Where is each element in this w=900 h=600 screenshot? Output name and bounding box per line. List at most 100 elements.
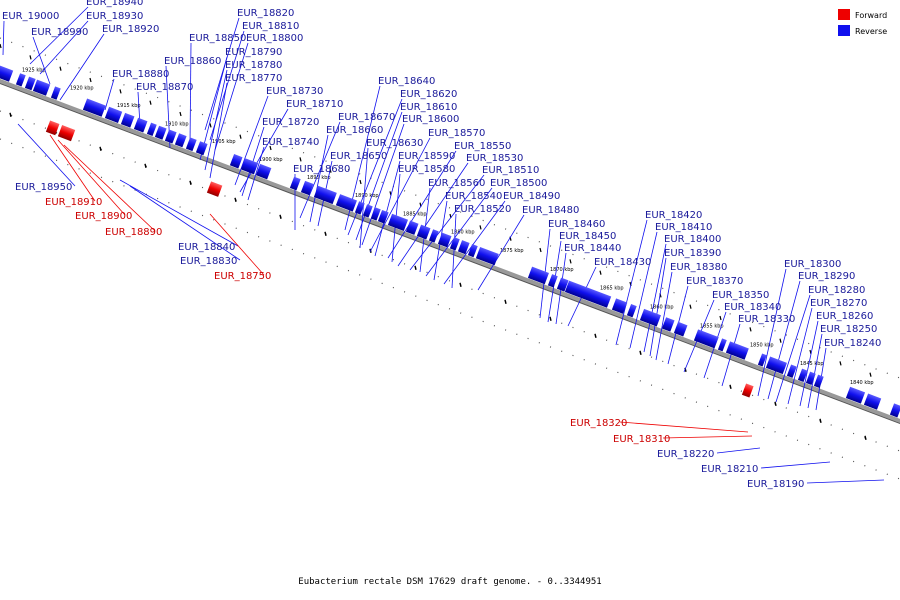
- legend-forward-label: Forward: [855, 11, 887, 20]
- tick-label: 1875 kbp: [500, 248, 524, 254]
- leader-line: [716, 447, 761, 454]
- gene-label: EUR_18940: [86, 0, 143, 8]
- reverse-gene: [154, 125, 167, 140]
- track-dash: [719, 315, 722, 321]
- reverse-gene: [50, 86, 61, 100]
- gene-label: EUR_18890: [105, 227, 162, 238]
- track-dash: [504, 299, 507, 304]
- gene-label: EUR_18600: [402, 114, 459, 125]
- tick-label: 1855 kbp: [700, 323, 724, 329]
- reverse-gene: [547, 274, 558, 288]
- leader-line: [209, 82, 228, 179]
- reverse-gene: [24, 76, 36, 91]
- gene-label: EUR_18420: [645, 210, 702, 221]
- track-dash: [89, 77, 92, 83]
- gene-label: EUR_18430: [594, 257, 651, 268]
- reverse-gene: [240, 158, 259, 175]
- tick-label: 1925 kbp: [22, 67, 46, 73]
- gene-label: EUR_18560: [428, 178, 485, 189]
- gene-label: EUR_18520: [454, 204, 511, 215]
- track-dash: [179, 111, 182, 117]
- reverse-gene: [786, 364, 797, 378]
- leader-line: [32, 36, 51, 85]
- gene-label: EUR_18190: [747, 479, 804, 490]
- track-dash: [539, 247, 542, 253]
- leader-line: [787, 307, 813, 405]
- leader-line: [189, 42, 192, 146]
- track-dash: [569, 259, 572, 264]
- track-dash: [299, 157, 302, 162]
- reverse-gene: [626, 304, 637, 318]
- reverse-gene: [370, 207, 381, 221]
- reverse-gene: [467, 243, 478, 258]
- leader-line: [649, 257, 667, 357]
- gene-label: EUR_18990: [31, 27, 88, 38]
- gene-label: EUR_18900: [75, 211, 132, 222]
- gene-label: EUR_18320: [570, 418, 627, 429]
- track-dash: [479, 225, 482, 230]
- forward-gene: [741, 383, 754, 398]
- reverse-gene: [104, 106, 123, 123]
- gene-label: EUR_18530: [466, 153, 523, 164]
- track-dash: [839, 361, 842, 366]
- track-dash: [599, 270, 602, 275]
- gene-label: EUR_18620: [400, 89, 457, 100]
- track-dash: [639, 350, 642, 355]
- gene-label: EUR_18240: [824, 338, 881, 349]
- gene-label: EUR_18770: [225, 73, 282, 84]
- leader-line: [643, 243, 667, 353]
- leader-line: [451, 213, 457, 289]
- reverse-gene: [15, 73, 26, 87]
- gene-label: EUR_18330: [738, 314, 795, 325]
- reverse-gene: [195, 141, 208, 156]
- leader-line: [204, 17, 240, 131]
- leader-line: [63, 144, 156, 232]
- gene-label: EUR_18630: [366, 138, 423, 149]
- gene-label: EUR_18250: [820, 324, 877, 335]
- reverse-gene: [797, 368, 808, 382]
- backbone-shadow: [0, 82, 900, 425]
- reverse-gene: [564, 280, 612, 308]
- reverse-gene: [475, 246, 499, 266]
- genome-caption: Eubacterium rectale DSM 17629 draft geno…: [298, 577, 602, 587]
- leader-line: [199, 56, 228, 161]
- tick-label: 1890 kbp: [355, 193, 379, 199]
- gene-label: EUR_18410: [655, 222, 712, 233]
- gene-label: EUR_18650: [330, 151, 387, 162]
- gene-label: EUR_18860: [164, 56, 221, 67]
- leader-line: [49, 134, 96, 202]
- leader-line: [397, 162, 469, 267]
- reverse-gene: [693, 329, 719, 349]
- gene-label: EUR_18870: [136, 82, 193, 93]
- reverse-gene: [639, 308, 661, 327]
- gene-layer: [0, 65, 900, 418]
- leader-line: [369, 137, 431, 253]
- reverse-gene: [164, 129, 177, 144]
- leader-line: [214, 42, 249, 151]
- gene-label: EUR_18480: [522, 205, 579, 216]
- gene-label: EUR_18880: [112, 69, 169, 80]
- track-dash: [189, 180, 192, 185]
- gene-label: EUR_18610: [400, 102, 457, 113]
- tick-label: 1870 kbp: [550, 267, 574, 273]
- track-dash: [239, 134, 242, 139]
- reverse-gene: [863, 393, 882, 410]
- gene-label: EUR_18500: [490, 178, 547, 189]
- gene-label: EUR_18570: [428, 128, 485, 139]
- reverse-gene: [437, 232, 452, 248]
- gene-label: EUR_18460: [548, 219, 605, 230]
- tick-label: 1920 kbp: [70, 85, 94, 91]
- reverse-gene: [527, 266, 549, 285]
- reverse-gene: [757, 353, 767, 367]
- tick-label: 1860 kbp: [650, 305, 674, 311]
- reverse-gene: [82, 98, 106, 117]
- reverse-gene: [146, 122, 157, 137]
- gene-label: EUR_18510: [482, 165, 539, 176]
- gene-label: EUR_18800: [246, 33, 303, 44]
- forward-gene: [57, 125, 76, 142]
- gene-label: EUR_18260: [816, 311, 873, 322]
- gene-label: EUR_18640: [378, 76, 435, 87]
- gene-label: EUR_18290: [798, 271, 855, 282]
- reverse-gene: [405, 220, 419, 235]
- tick-label: 1850 kbp: [750, 342, 774, 348]
